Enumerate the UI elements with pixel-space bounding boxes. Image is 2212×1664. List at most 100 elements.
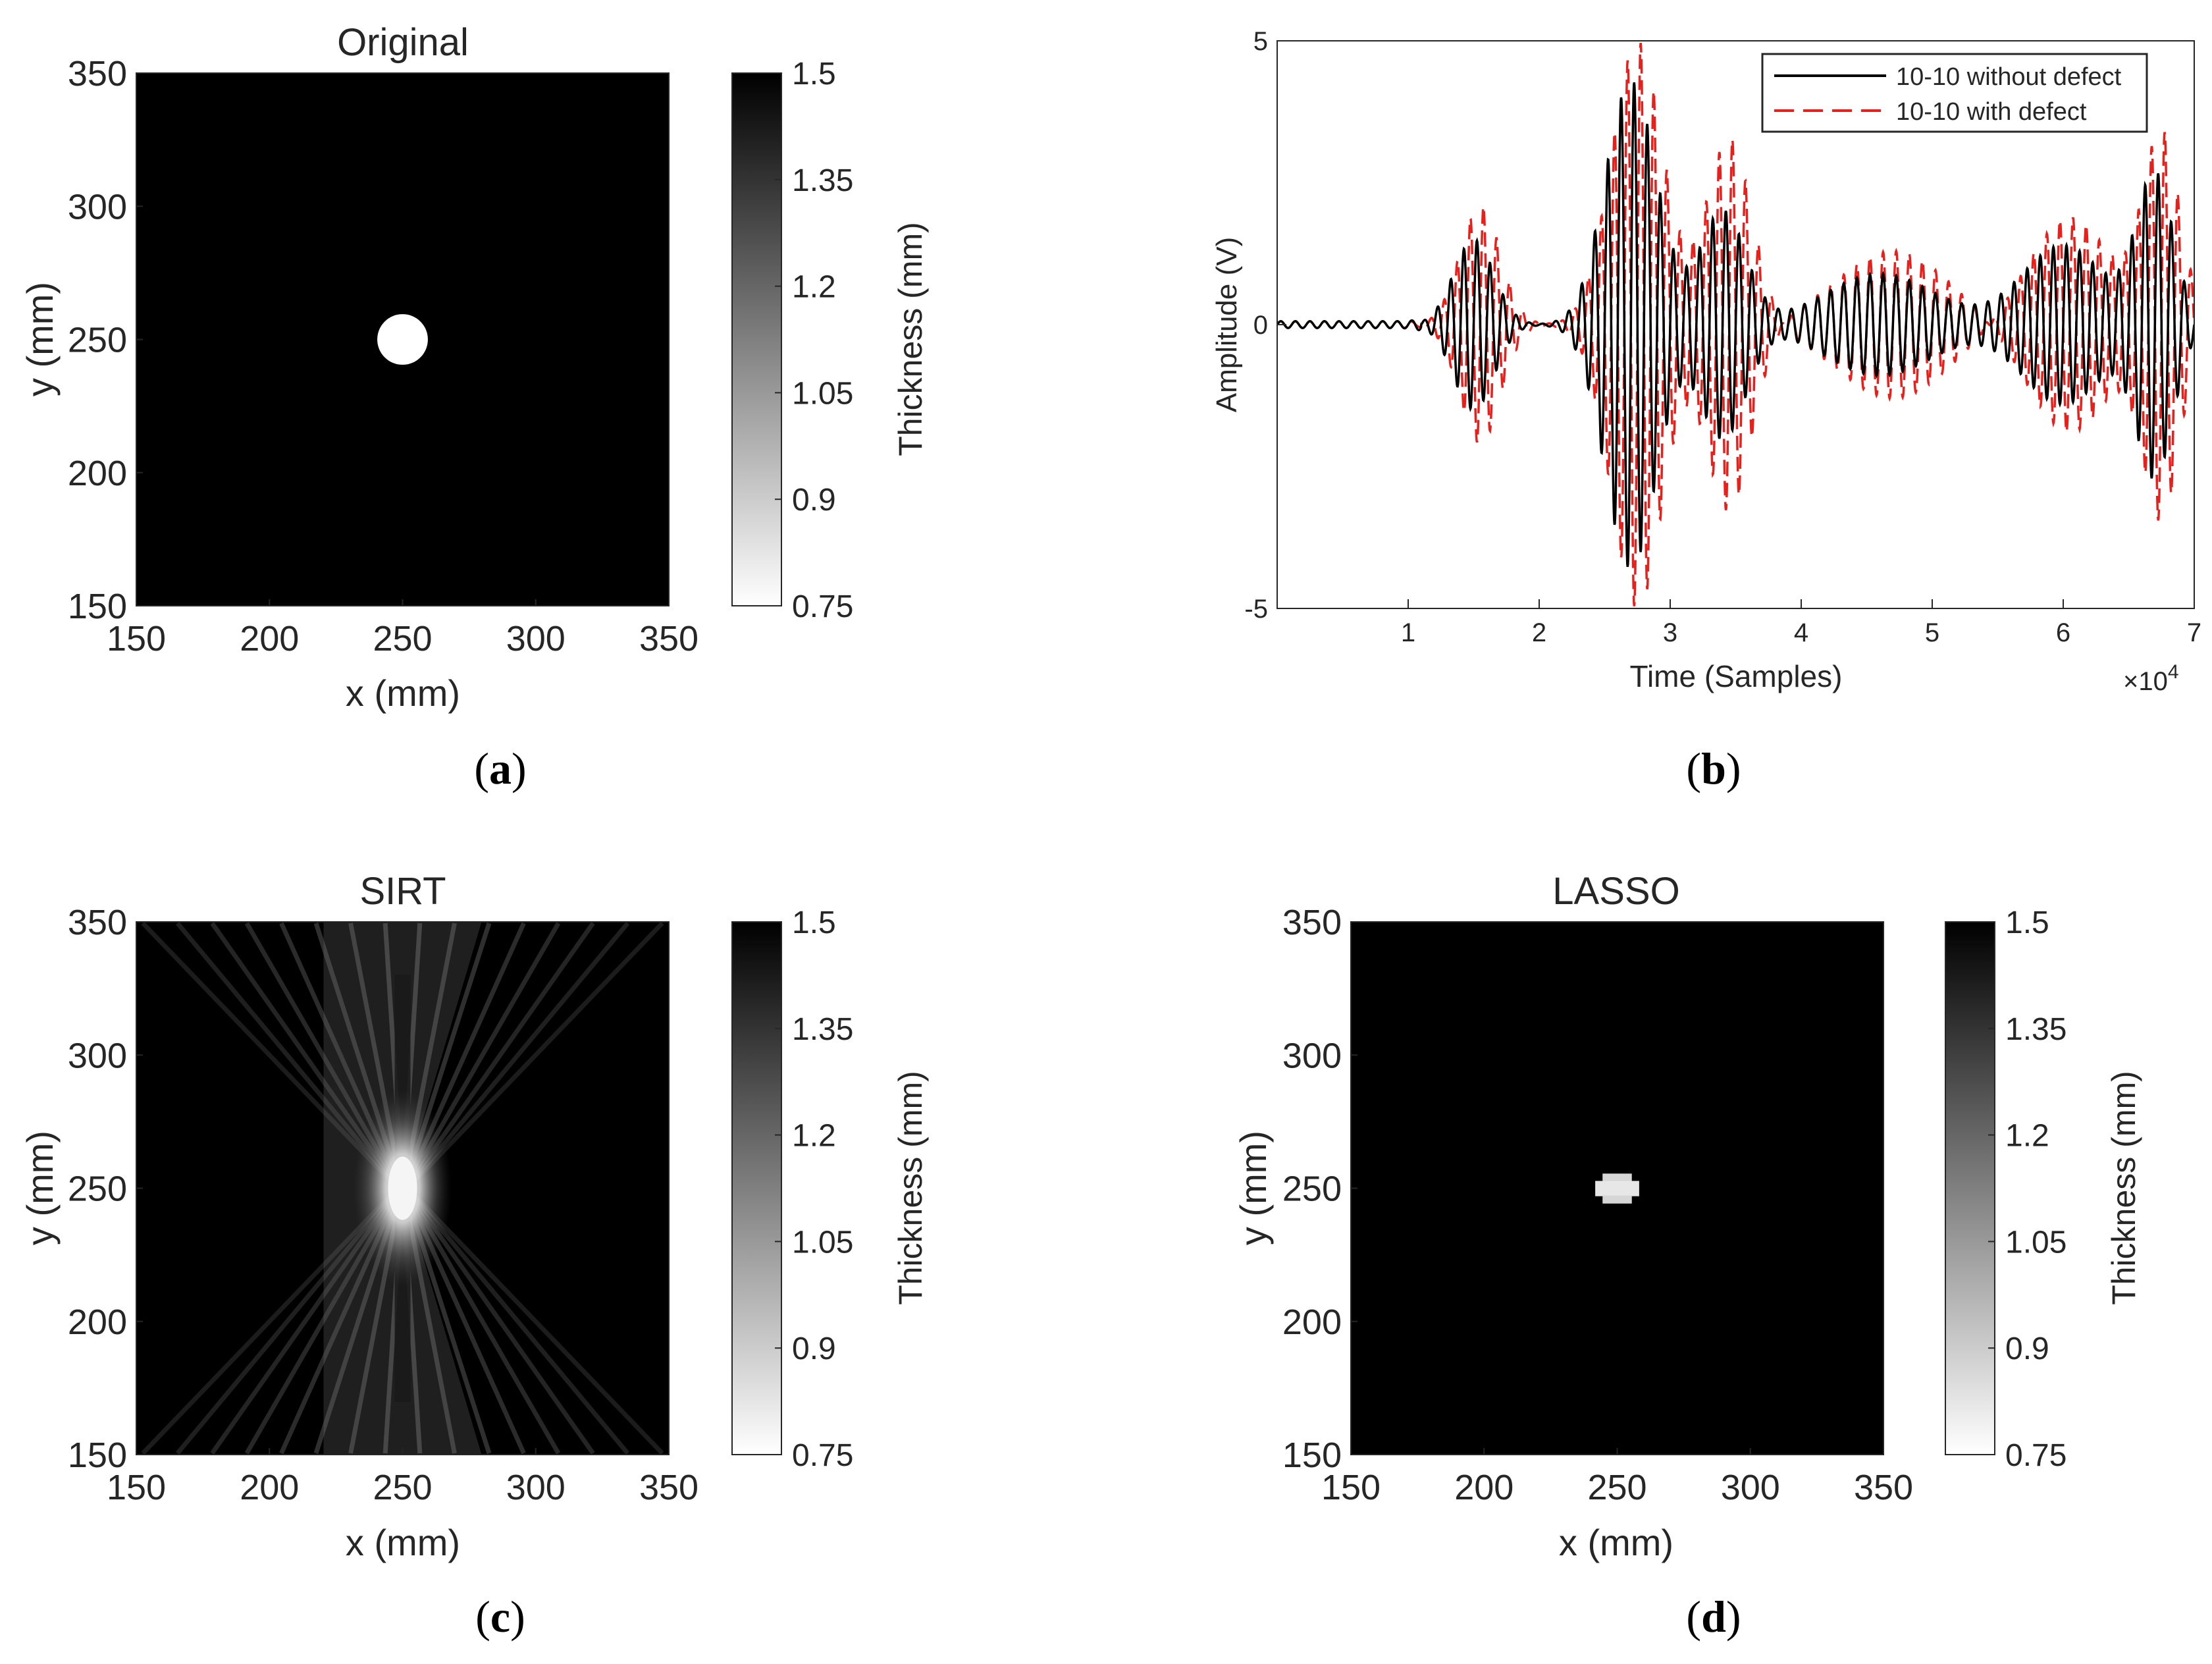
- panel-b-caption: (b): [1686, 743, 1741, 793]
- c-ytick-label: 350: [68, 903, 127, 942]
- d-xtick-label: 200: [1454, 1468, 1514, 1507]
- d-defect-row: [1595, 1188, 1639, 1196]
- panel-b-series-1: [1277, 43, 2194, 606]
- panel-d-colorbar: 0.75 0.9 1.05 1.2 1.35 1.5: [1945, 905, 2067, 1473]
- panel-d-caption: (d): [1686, 1592, 1741, 1642]
- panel-d-xlabel: x (mm): [1559, 1522, 1673, 1563]
- panel-c-plot-area: [136, 922, 669, 1455]
- panel-b-ylabel: Amplitude (V): [1211, 237, 1243, 413]
- c-ray-bottom: [406, 1187, 664, 1455]
- d-defect-row: [1595, 1181, 1639, 1189]
- panel-b-series-0: [1277, 82, 2194, 568]
- panel-b-xtick-label: 4: [1794, 618, 1808, 647]
- a-xtick-label: 300: [506, 619, 566, 658]
- panel-c: SIRT 150 200 250 300 350 150 200 250 300 350 x (m…: [19, 870, 929, 1642]
- panel-a-caption: (a): [474, 743, 526, 793]
- panel-c-colorbar-label: Thickness (mm): [892, 1071, 929, 1305]
- c-xtick-label: 300: [506, 1468, 566, 1507]
- a-colorbar-tick-label: 1.2: [792, 270, 836, 305]
- a-ytick-label: 300: [68, 187, 127, 227]
- c-ray-top: [406, 922, 664, 1190]
- a-colorbar-tick-label: 1.5: [792, 57, 836, 92]
- d-xtick-label: 350: [1854, 1468, 1913, 1507]
- panel-b-ytick-label: 0: [1253, 311, 1268, 340]
- d-defect: [1595, 1173, 1639, 1204]
- a-xtick-label: 150: [107, 619, 166, 658]
- d-colorbar-tick-label: 1.5: [2005, 905, 2049, 940]
- panel-b-xtick-label: 5: [1925, 618, 1939, 647]
- c-xtick-label: 150: [107, 1468, 166, 1507]
- c-colorbar-gradient: [731, 921, 782, 1455]
- d-colorbar-tick-label: 0.9: [2005, 1331, 2049, 1366]
- a-colorbar-tick-label: 0.75: [792, 589, 853, 624]
- panel-b-x-multiplier-prefix: ×10: [2123, 667, 2168, 696]
- panel-b-legend-box: [1761, 53, 2148, 133]
- a-xtick-label: 200: [240, 619, 299, 658]
- c-colorbar-tick-label: 1.35: [792, 1012, 853, 1047]
- d-colorbar-tick-label: 1.35: [2005, 1012, 2067, 1047]
- d-defect-row: [1602, 1195, 1632, 1204]
- panel-b: 1 2 3 4 5 6 7 -5 0 5 Time (Samples) Amplitude (V)…: [1211, 27, 2201, 793]
- a-colorbar-tick-label: 0.9: [792, 483, 836, 518]
- c-center-hotspot: [388, 1156, 417, 1220]
- c-colorbar-tick-label: 1.5: [792, 905, 836, 940]
- c-xtick-label: 250: [373, 1468, 432, 1507]
- d-colorbar-tick-label: 0.75: [2005, 1438, 2067, 1473]
- panel-b-xtick-label: 1: [1401, 618, 1415, 647]
- a-ytick-label: 350: [68, 54, 127, 94]
- d-colorbar-tick-label: 1.05: [2005, 1225, 2067, 1260]
- d-xtick-label: 150: [1321, 1468, 1381, 1507]
- a-xtick-label: 350: [639, 619, 698, 658]
- d-colorbar-gradient: [1945, 921, 1995, 1455]
- panel-d: LASSO 150 200 250 300 350 150 200 250 300 350 x (…: [1232, 870, 2142, 1642]
- c-ray-top: [141, 922, 400, 1190]
- panel-b-ytick-label: -5: [1244, 595, 1268, 624]
- d-xtick-label: 250: [1587, 1468, 1646, 1507]
- panel-b-legend-label-0: 10-10 without defect: [1896, 63, 2122, 91]
- panel-a: Original 150 200 250 300 350150200250300350 …: [19, 21, 929, 793]
- panel-a-colorbar-label: Thickness (mm): [892, 222, 929, 456]
- a-colorbar-tick-label: 1.35: [792, 163, 853, 198]
- a-ytick-label: 200: [68, 454, 127, 493]
- panel-c-caption: (c): [475, 1592, 525, 1642]
- a-defect: [377, 314, 428, 365]
- c-xtick-label: 200: [240, 1468, 299, 1507]
- panel-c-axes: 150 200 250 300 350 150 200 250 300 350: [68, 903, 698, 1507]
- c-colorbar-tick-label: 0.9: [792, 1331, 836, 1366]
- c-ytick-label: 200: [68, 1302, 127, 1342]
- panel-d-axes: 150 200 250 300 350 150 200 250 300 350: [1282, 903, 1913, 1507]
- c-colorbar-tick-label: 0.75: [792, 1438, 853, 1473]
- c-frame: [136, 921, 670, 1455]
- d-ytick-label: 350: [1282, 903, 1342, 942]
- a-frame: [136, 72, 670, 606]
- d-xtick-label: 300: [1721, 1468, 1780, 1507]
- c-xtick-label: 350: [639, 1468, 698, 1507]
- a-colorbar-tick-label: 1.05: [792, 376, 853, 411]
- panel-c-title: SIRT: [359, 870, 446, 913]
- a-ytick-label: 250: [68, 321, 127, 360]
- panel-b-xtick-label: 7: [2187, 618, 2201, 647]
- c-colorbar-tick-label: 1.05: [792, 1225, 853, 1260]
- panel-b-legend-label-1: 10-10 with defect: [1896, 98, 2087, 126]
- panel-d-ylabel: y (mm): [1232, 1131, 1274, 1245]
- d-ytick-label: 250: [1282, 1169, 1342, 1209]
- panel-a-title: Original: [337, 21, 469, 64]
- panel-b-xtick-label: 6: [2056, 618, 2070, 647]
- panel-a-plot-area: [136, 73, 669, 606]
- panel-c-ylabel: y (mm): [19, 1131, 61, 1245]
- panel-b-xtick-label: 2: [1532, 618, 1546, 647]
- panel-d-caption-letter: d: [1701, 1592, 1726, 1642]
- d-frame: [1350, 921, 1884, 1455]
- panel-b-plot-area: 1 2 3 4 5 6 7 -5 0 5: [1244, 27, 2201, 647]
- panel-b-frame: [1277, 40, 2195, 609]
- panel-b-ytick-label: 5: [1253, 27, 1268, 56]
- c-rays: [141, 922, 664, 1455]
- panel-b-xlabel: Time (Samples): [1630, 659, 1843, 693]
- panel-d-title: LASSO: [1552, 870, 1679, 913]
- panel-b-x-multiplier: ×104: [2123, 661, 2179, 696]
- panel-a-axes: 150 200 250 300 350 150 200 250 300 350: [68, 54, 698, 658]
- d-defect-row: [1602, 1173, 1632, 1182]
- panel-a-xlabel: x (mm): [346, 672, 460, 714]
- c-ytick-label: 150: [68, 1436, 127, 1475]
